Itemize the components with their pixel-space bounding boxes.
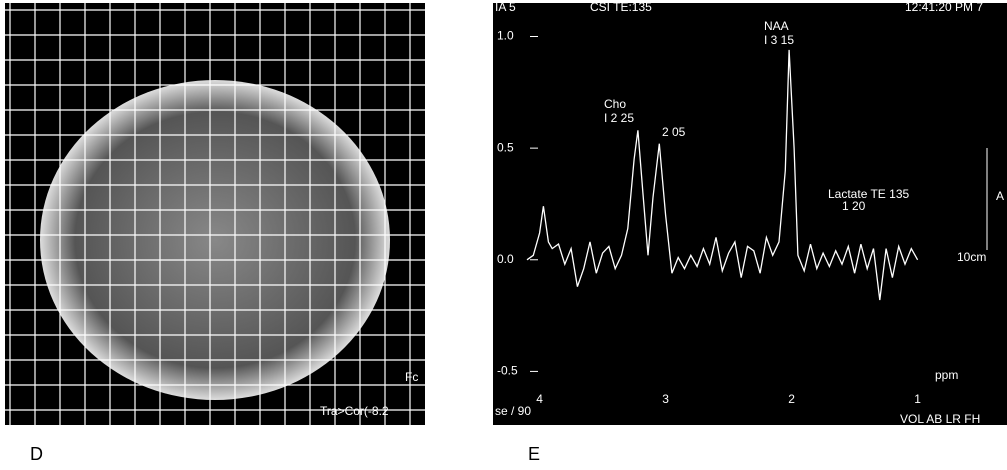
- peak-annotation: 1 20: [842, 199, 866, 213]
- overlay-text: Fc: [405, 370, 418, 384]
- footer-text: se / 90: [495, 404, 531, 418]
- x-tick-label: 4: [536, 392, 543, 406]
- x-tick-label: 2: [788, 392, 795, 406]
- peak-annotation: I 2 25: [604, 111, 634, 125]
- y-tick-label: 0.5: [497, 140, 514, 154]
- spectrum-background: [493, 3, 1007, 425]
- header-text: CSI TE:135: [590, 0, 652, 14]
- panel-label: E: [528, 444, 540, 464]
- x-axis-label: ppm: [935, 368, 958, 382]
- brain-image: [40, 80, 390, 400]
- peak-annotation: Cho: [604, 97, 626, 111]
- peak-annotation: NAA: [764, 19, 789, 33]
- peak-annotation: I 3 15: [764, 33, 794, 47]
- voxel-grid: [5, 3, 425, 425]
- y-tick-label: -0.5: [497, 364, 518, 378]
- header-text: 12:41:20 PM 7: [905, 0, 983, 14]
- side-label: A: [996, 189, 1004, 203]
- overlay-text: Tra>Cor(-8.2: [320, 404, 389, 418]
- peak-annotation: 2 05: [662, 125, 686, 139]
- x-tick-label: 1: [914, 392, 921, 406]
- x-tick-label: 3: [662, 392, 669, 406]
- peak-annotation: Lactate TE 135: [828, 187, 909, 201]
- panel-label: D: [30, 444, 43, 464]
- header-text: IA 5: [495, 0, 516, 14]
- y-tick-label: 0.0: [497, 252, 514, 266]
- y-tick-label: 1.0: [497, 29, 514, 43]
- spectrum-line: [526, 49, 919, 301]
- footer-text: VOL AB LR FH: [900, 412, 980, 426]
- side-label: 10cm: [957, 250, 986, 264]
